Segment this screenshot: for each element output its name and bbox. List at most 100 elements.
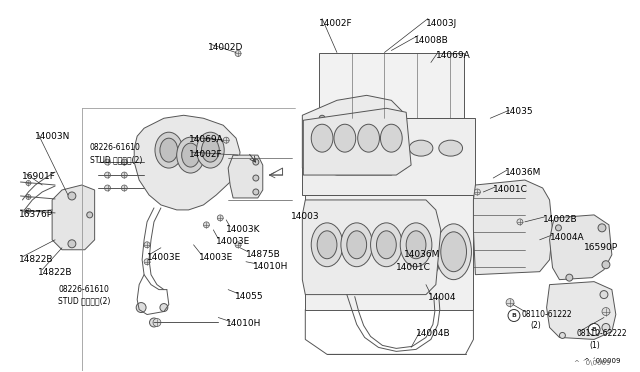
Text: 14069A: 14069A xyxy=(189,135,223,144)
Ellipse shape xyxy=(196,132,224,168)
Ellipse shape xyxy=(337,123,356,147)
Ellipse shape xyxy=(341,223,372,267)
Circle shape xyxy=(235,242,241,248)
Text: (1): (1) xyxy=(589,341,600,350)
Circle shape xyxy=(253,159,259,165)
Polygon shape xyxy=(474,180,552,275)
Circle shape xyxy=(600,291,608,299)
Text: 14035: 14035 xyxy=(505,107,534,116)
Text: 16376P: 16376P xyxy=(19,210,52,219)
Polygon shape xyxy=(302,95,406,175)
Text: 14036M: 14036M xyxy=(404,250,440,259)
Ellipse shape xyxy=(347,224,383,280)
Text: 14002F: 14002F xyxy=(319,19,353,28)
Circle shape xyxy=(104,159,111,165)
Text: 14001C: 14001C xyxy=(396,263,431,272)
Text: 14069A: 14069A xyxy=(436,51,470,60)
Text: 14003J: 14003J xyxy=(426,19,457,28)
Circle shape xyxy=(87,212,93,218)
Ellipse shape xyxy=(352,232,378,272)
Text: 08110-61222: 08110-61222 xyxy=(522,310,573,318)
Ellipse shape xyxy=(202,138,220,162)
Polygon shape xyxy=(302,118,476,195)
Circle shape xyxy=(160,304,168,311)
Circle shape xyxy=(26,195,31,199)
Text: B: B xyxy=(511,313,516,318)
Ellipse shape xyxy=(439,140,463,156)
Circle shape xyxy=(474,189,481,195)
Text: ^ ´0\0009: ^ ´0\0009 xyxy=(584,357,621,364)
Ellipse shape xyxy=(406,231,426,259)
Ellipse shape xyxy=(406,224,442,280)
Text: 14008B: 14008B xyxy=(414,36,449,45)
Text: 14036M: 14036M xyxy=(505,168,541,177)
Ellipse shape xyxy=(411,232,437,272)
Circle shape xyxy=(588,324,600,336)
Text: ^ ´0\0009: ^ ´0\0009 xyxy=(574,359,611,366)
Text: 14004: 14004 xyxy=(428,293,456,302)
Polygon shape xyxy=(52,185,95,250)
Text: 14004B: 14004B xyxy=(416,330,451,339)
Circle shape xyxy=(68,240,76,248)
Circle shape xyxy=(217,215,223,221)
Ellipse shape xyxy=(322,232,348,272)
Circle shape xyxy=(517,219,523,225)
Circle shape xyxy=(104,172,111,178)
Circle shape xyxy=(122,172,127,178)
Text: 14004A: 14004A xyxy=(550,233,584,242)
Ellipse shape xyxy=(380,124,402,152)
Ellipse shape xyxy=(155,132,182,168)
Ellipse shape xyxy=(311,124,333,152)
Ellipse shape xyxy=(376,224,412,280)
Ellipse shape xyxy=(362,123,381,147)
Text: 14001C: 14001C xyxy=(493,185,528,194)
Circle shape xyxy=(122,159,127,165)
Text: (2): (2) xyxy=(531,321,541,330)
Ellipse shape xyxy=(409,140,433,156)
Circle shape xyxy=(508,310,520,321)
Ellipse shape xyxy=(347,231,367,259)
Circle shape xyxy=(344,115,350,121)
Circle shape xyxy=(144,242,150,248)
Text: STUD スタッド(2): STUD スタッド(2) xyxy=(90,155,142,164)
Circle shape xyxy=(369,115,374,121)
Text: 14010H: 14010H xyxy=(226,320,262,328)
Ellipse shape xyxy=(350,140,374,156)
Text: 16901F: 16901F xyxy=(22,172,56,181)
Circle shape xyxy=(204,222,209,228)
Ellipse shape xyxy=(381,232,407,272)
Text: 14055: 14055 xyxy=(235,292,264,301)
Circle shape xyxy=(602,308,610,315)
Circle shape xyxy=(556,225,561,231)
Text: 14002D: 14002D xyxy=(209,42,244,52)
Circle shape xyxy=(122,185,127,191)
Text: 08226-61610: 08226-61610 xyxy=(58,285,109,294)
Circle shape xyxy=(26,180,31,186)
Circle shape xyxy=(602,261,610,269)
Text: 14002F: 14002F xyxy=(189,150,222,159)
Ellipse shape xyxy=(160,138,178,162)
Circle shape xyxy=(319,115,325,121)
Text: 14003E: 14003E xyxy=(198,253,233,262)
Polygon shape xyxy=(228,155,263,198)
Circle shape xyxy=(598,224,606,232)
Circle shape xyxy=(394,115,399,121)
Circle shape xyxy=(566,274,573,281)
Text: 14010H: 14010H xyxy=(253,262,288,271)
Ellipse shape xyxy=(441,232,467,272)
Text: 14003K: 14003K xyxy=(226,225,260,234)
Text: 16590P: 16590P xyxy=(584,243,618,252)
Circle shape xyxy=(253,189,259,195)
Ellipse shape xyxy=(311,223,343,267)
Circle shape xyxy=(602,324,610,331)
Text: STUD スタッド(2): STUD スタッド(2) xyxy=(58,296,111,305)
Polygon shape xyxy=(302,200,441,295)
Circle shape xyxy=(223,137,229,143)
Circle shape xyxy=(104,185,111,191)
Text: 08226-61610: 08226-61610 xyxy=(90,143,141,152)
Text: 14003: 14003 xyxy=(291,212,320,221)
Text: 14003E: 14003E xyxy=(216,237,250,246)
Text: 08110-62222: 08110-62222 xyxy=(576,330,627,339)
Text: 14003E: 14003E xyxy=(147,253,181,262)
Ellipse shape xyxy=(400,223,432,267)
